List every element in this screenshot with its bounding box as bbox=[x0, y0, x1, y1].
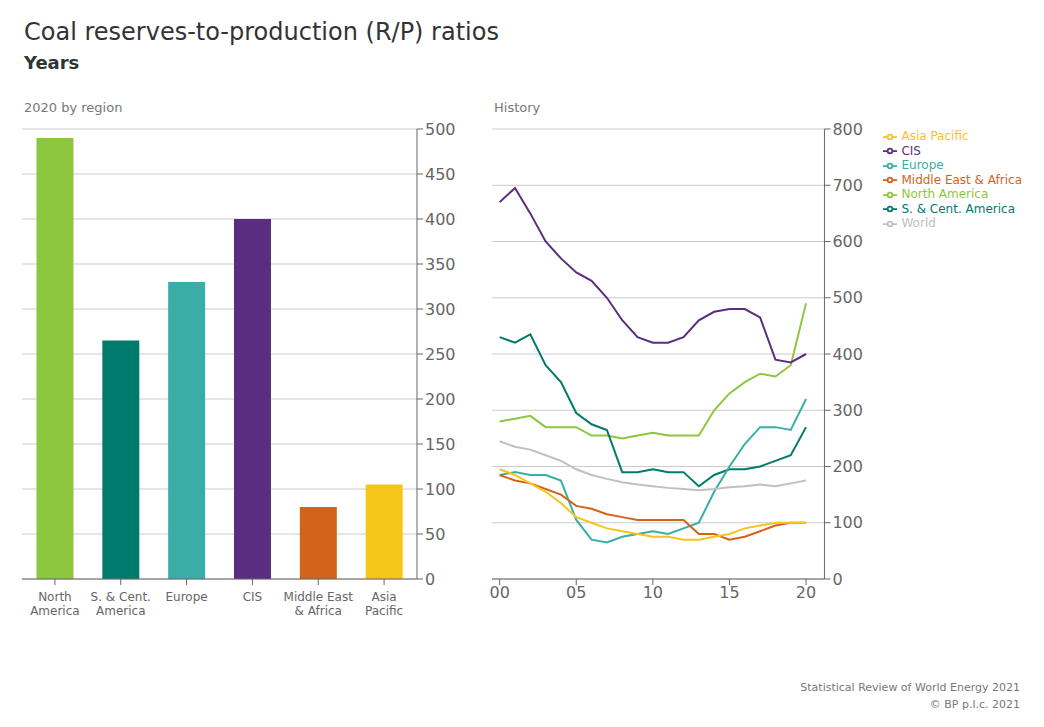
svg-text:S. & Cent.America: S. & Cent.America bbox=[91, 590, 151, 618]
svg-text:200: 200 bbox=[832, 457, 863, 476]
svg-text:CIS: CIS bbox=[243, 590, 263, 604]
svg-text:600: 600 bbox=[832, 232, 863, 251]
html-text:Statistical Review of World En: Statistical Review of World Energy 2021 … bbox=[800, 681, 1020, 711]
html-text:Coal reserves-to-production (R: Coal reserves-to-production (R/P) ratios bbox=[24, 18, 499, 46]
svg-text:05: 05 bbox=[566, 583, 586, 602]
html-text:North America: North America bbox=[901, 187, 989, 201]
svg-text:500: 500 bbox=[832, 288, 863, 307]
html-text:Asia Pacific: Asia Pacific bbox=[901, 129, 969, 143]
svg-text:400: 400 bbox=[425, 210, 456, 229]
svg-text:AsiaPacific: AsiaPacific bbox=[365, 590, 403, 618]
html-text:Middle East & Africa: Middle East & Africa bbox=[901, 172, 1022, 187]
svg-text:15: 15 bbox=[719, 583, 739, 602]
svg-text:200: 200 bbox=[425, 390, 456, 409]
svg-text:0: 0 bbox=[425, 570, 435, 589]
svg-text:350: 350 bbox=[425, 255, 456, 274]
svg-text:700: 700 bbox=[832, 176, 863, 195]
svg-text:50: 50 bbox=[425, 525, 445, 544]
svg-text:300: 300 bbox=[832, 401, 863, 420]
html-text:CIS: CIS bbox=[901, 143, 921, 158]
svg-text:10: 10 bbox=[643, 583, 663, 602]
svg-text:00: 00 bbox=[489, 583, 509, 602]
svg-text:450: 450 bbox=[425, 165, 456, 184]
svg-text:300: 300 bbox=[425, 300, 456, 319]
svg-text:100: 100 bbox=[832, 513, 863, 532]
html-text:2020 by region: 2020 by region bbox=[24, 100, 123, 115]
html-text:History: History bbox=[494, 100, 541, 115]
svg-text:500: 500 bbox=[425, 120, 456, 139]
svg-text:NorthAmerica: NorthAmerica bbox=[30, 590, 80, 618]
svg-text:150: 150 bbox=[425, 435, 456, 454]
svg-text:20: 20 bbox=[796, 583, 816, 602]
svg-text:0: 0 bbox=[832, 570, 842, 589]
svg-text:Europe: Europe bbox=[165, 590, 207, 604]
html-text:World: World bbox=[901, 216, 936, 230]
svg-text:250: 250 bbox=[425, 345, 456, 364]
html-text:Years: Years bbox=[24, 52, 80, 73]
svg-text:100: 100 bbox=[425, 480, 456, 499]
html-text:S. & Cent. America: S. & Cent. America bbox=[901, 201, 1016, 216]
html-text:Europe: Europe bbox=[901, 158, 944, 172]
svg-text:400: 400 bbox=[832, 345, 863, 364]
svg-text:800: 800 bbox=[832, 120, 863, 139]
svg-text:Middle East& Africa: Middle East& Africa bbox=[284, 590, 354, 618]
